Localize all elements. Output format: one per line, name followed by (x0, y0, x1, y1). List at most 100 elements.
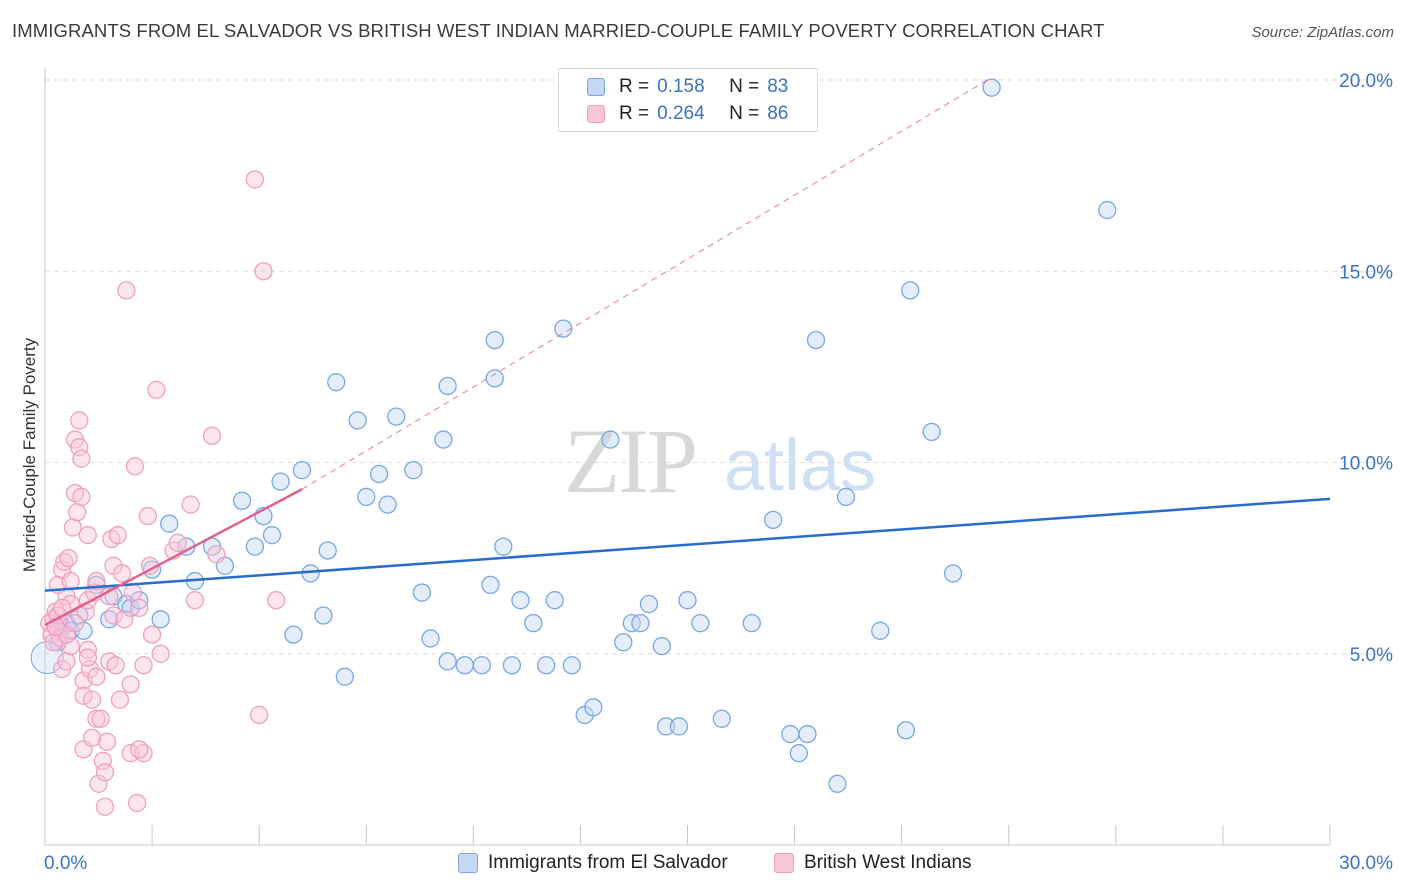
blue-point (387, 407, 406, 426)
pink-point (121, 744, 140, 763)
pink-point (115, 610, 134, 629)
blue-point (369, 464, 389, 484)
legend-swatch-blue (458, 853, 478, 873)
blue-point (357, 487, 376, 507)
blue-point (798, 724, 817, 744)
pink-point (168, 533, 187, 552)
blue-point (764, 510, 783, 530)
blue-point (678, 591, 697, 610)
pink-point (72, 487, 91, 507)
blue-point (562, 656, 581, 675)
pink-point (72, 449, 91, 468)
pink-point (67, 503, 87, 522)
legend-n-value: 86 (767, 103, 789, 124)
x-tick-label-max: 30.0% (1339, 853, 1393, 874)
blue-point (524, 614, 543, 633)
blue-point (438, 652, 457, 671)
pink-point (108, 526, 127, 545)
blue-point (434, 430, 453, 449)
blue-point (314, 606, 333, 625)
blue-point (712, 709, 731, 728)
blue-point (922, 422, 941, 442)
pink-point (61, 636, 80, 656)
blue-point (327, 373, 346, 392)
blue-point (584, 698, 603, 717)
blue-point (404, 460, 423, 480)
legend-item-el-salvador: Immigrants from El Salvador (458, 852, 728, 874)
y-tick-label: 10.0% (1339, 454, 1393, 475)
pink-point (130, 598, 149, 617)
blue-point (1098, 200, 1117, 220)
blue-point (656, 717, 676, 736)
legend-swatch-blue (587, 78, 605, 96)
blue-point (614, 633, 633, 652)
blue-point (836, 487, 856, 507)
blue-point (284, 625, 303, 644)
blue-point (601, 430, 620, 449)
pink-point (91, 709, 110, 728)
pink-point (95, 763, 115, 782)
legend-r-label: R = (619, 76, 650, 97)
watermark: ZIP atlas (564, 410, 876, 512)
blue-point (896, 721, 916, 740)
pink-point (127, 793, 147, 813)
pink-point (142, 625, 162, 644)
pink-point (87, 571, 106, 591)
pink-point (46, 617, 65, 637)
y-tick-label: 5.0% (1350, 645, 1393, 666)
pink-point (87, 667, 106, 686)
blue-point (828, 774, 847, 793)
pink-point (110, 690, 130, 709)
pink-point (78, 640, 97, 660)
blue-point (292, 460, 312, 480)
pink-point (57, 652, 76, 671)
blue-point (245, 537, 265, 556)
legend-r-value: 0.158 (657, 76, 705, 97)
pink-point (82, 728, 102, 748)
blue-point (438, 376, 457, 396)
pink-point (138, 506, 157, 526)
blue-point (485, 369, 504, 388)
blue-point (301, 564, 320, 583)
series-el-salvador-points (30, 78, 1117, 793)
blue-point (669, 717, 689, 736)
y-tick-label: 15.0% (1339, 262, 1393, 283)
trend-line-british-west-indians-extension (301, 79, 988, 490)
blue-point (691, 614, 710, 633)
blue-point (871, 621, 890, 640)
blue-point (378, 495, 397, 514)
pink-point (254, 262, 273, 281)
blue-point (742, 614, 761, 633)
series-british-west-indians-points (40, 170, 286, 816)
blue-point (262, 526, 282, 545)
chart-title: IMMIGRANTS FROM EL SALVADOR VS BRITISH W… (12, 20, 1105, 41)
blue-point (554, 319, 573, 338)
blue-point (494, 537, 513, 556)
blue-point (455, 656, 474, 675)
pink-point (78, 526, 97, 545)
blue-point (806, 330, 826, 350)
blue-point (485, 330, 504, 350)
blue-point (412, 583, 432, 602)
pink-point (181, 495, 200, 514)
legend-n-value: 83 (767, 76, 789, 97)
legend-item-british-west-indians: British West Indians (774, 852, 972, 874)
pink-point (202, 426, 222, 445)
blue-point (982, 78, 1001, 97)
pink-point (89, 774, 108, 793)
stats-legend: R = 0.158 N = 83 R = 0.264 N = 86 (558, 68, 818, 132)
trend-line-el-salvador (44, 497, 1331, 592)
legend-n-label: N = (729, 76, 760, 97)
blue-point (160, 514, 179, 533)
pink-point (74, 686, 93, 705)
pink-point (112, 564, 132, 583)
blue-point (472, 656, 492, 675)
watermark-atlas: atlas (724, 426, 876, 506)
grid-lines (45, 79, 1390, 655)
pink-point (134, 656, 153, 675)
pink-point (70, 438, 89, 457)
legend-swatch-pink (774, 853, 794, 873)
pink-point (63, 518, 82, 537)
blue-point (348, 411, 367, 430)
